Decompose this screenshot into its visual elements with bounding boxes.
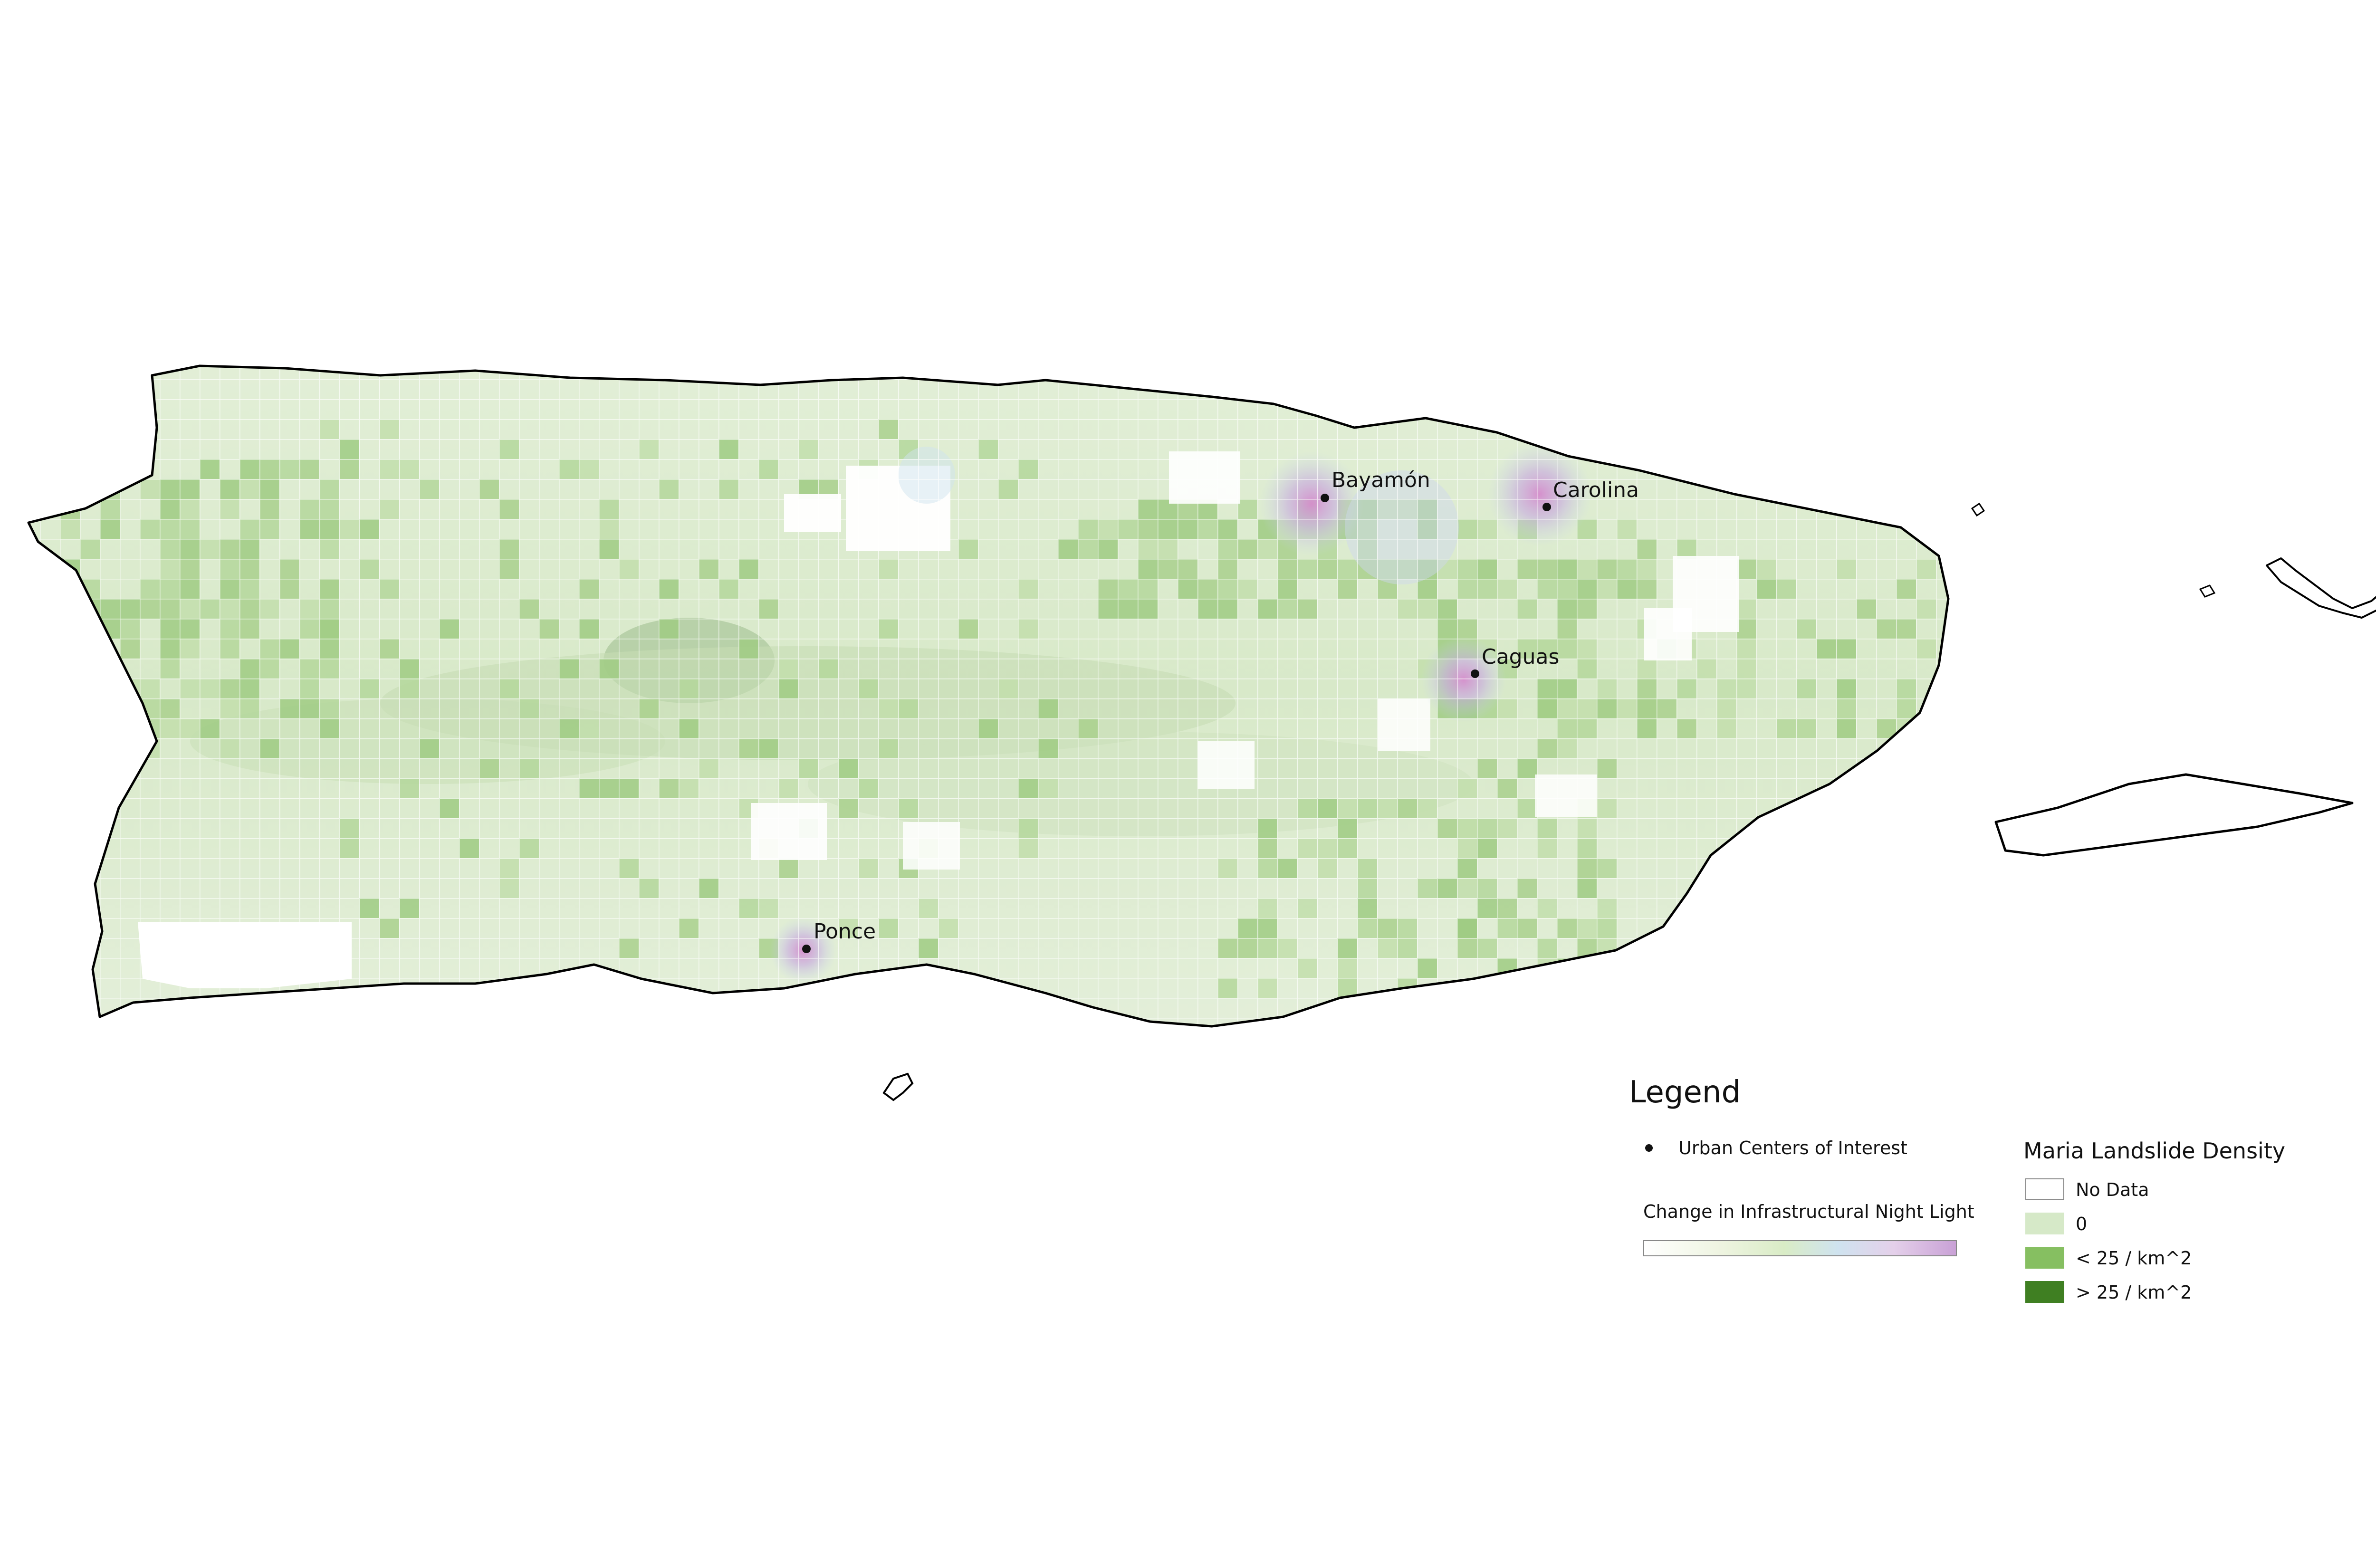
landslide-density-cell	[1577, 978, 1597, 998]
swatch-high	[2025, 1281, 2064, 1303]
night-light-label: Change in Infrastructural Night Light	[1643, 1201, 1974, 1222]
landslide-density-cell	[100, 659, 120, 679]
landslide-density-cell	[1517, 978, 1537, 998]
small-island-south	[882, 1072, 914, 1101]
swatch-label-zero: 0	[2076, 1214, 2088, 1234]
city-label-ponce: Ponce	[814, 919, 876, 944]
landslide-density-cell	[60, 679, 80, 698]
landslide-density-cell	[60, 639, 80, 659]
landslide-density-cell	[1577, 958, 1597, 978]
urban-center-dot	[1542, 503, 1551, 511]
landslide-density-cell	[120, 738, 140, 758]
landslide-density-cell	[120, 698, 140, 718]
night-light-color-ramp	[1643, 1240, 1957, 1256]
landslide-density-cell	[80, 659, 100, 679]
landslide-density-cell	[80, 679, 100, 698]
landslide-density-cell	[60, 659, 80, 679]
swatch-low	[2025, 1247, 2064, 1269]
landslide-density-cell	[80, 639, 100, 659]
city-label-caguas: Caguas	[1482, 645, 1559, 669]
small-island-east-2	[2199, 584, 2216, 598]
puerto-rico-coastline	[27, 364, 1950, 1028]
landslide-density-cell	[60, 698, 80, 718]
landslide-density-cell	[60, 459, 80, 479]
landslide-density-cell	[80, 619, 100, 639]
urban-center-dot	[802, 945, 811, 953]
legend-title: Legend	[1629, 1075, 1741, 1110]
swatch-label-low: < 25 / km^2	[2076, 1248, 2192, 1269]
vieques-island	[1994, 773, 2354, 857]
city-carolina[interactable]: Carolina	[1542, 478, 1639, 511]
city-bayamon[interactable]: Bayamón	[1321, 468, 1430, 502]
landslide-density-title: Maria Landslide Density	[2023, 1138, 2286, 1164]
swatch-no-data	[2025, 1178, 2064, 1200]
landslide-density-cell	[80, 698, 100, 718]
landslide-density-cell	[80, 479, 100, 499]
urban-center-dot	[1471, 669, 1479, 678]
urban-center-legend-dot	[1645, 1144, 1653, 1152]
city-label-carolina: Carolina	[1553, 478, 1639, 502]
landslide-density-cell	[80, 738, 100, 758]
landslide-density-cell	[60, 619, 80, 639]
landslide-density-cell	[60, 738, 80, 758]
swatch-label-high: > 25 / km^2	[2076, 1282, 2192, 1303]
landslide-density-cell	[1497, 978, 1517, 998]
landslide-density-cell	[100, 718, 120, 738]
island-landslide-raster	[29, 366, 1948, 1026]
culebra-island	[2266, 557, 2376, 619]
city-caguas[interactable]: Caguas	[1471, 645, 1559, 678]
small-island-east	[1971, 502, 1985, 517]
landslide-density-cell	[100, 679, 120, 698]
city-label-bayamon: Bayamón	[1332, 468, 1430, 492]
swatch-label-no-data: No Data	[2076, 1179, 2149, 1200]
landslide-density-cell	[60, 479, 80, 499]
city-ponce[interactable]: Ponce	[802, 919, 876, 953]
urban-center-dot	[1321, 494, 1329, 502]
swatch-zero	[2025, 1213, 2064, 1234]
urban-centers-label: Urban Centers of Interest	[1678, 1138, 1907, 1158]
